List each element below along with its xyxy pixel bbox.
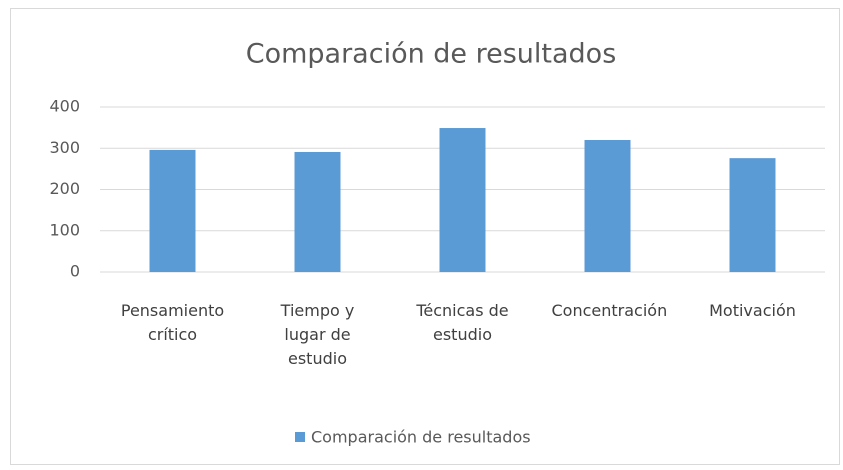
- legend-label: Comparación de resultados: [311, 428, 531, 447]
- y-tick-label: 400: [49, 97, 80, 116]
- bar: [584, 140, 631, 272]
- bar: [729, 158, 776, 272]
- chart-border: [10, 8, 840, 465]
- x-tick-label: Técnicas de estudio: [416, 301, 509, 344]
- y-tick-label: 300: [49, 138, 80, 157]
- bar: [294, 151, 341, 272]
- bar: [149, 149, 196, 272]
- bar: [439, 128, 486, 272]
- x-tick-label: Pensamiento crítico: [120, 301, 225, 344]
- x-tick-label: Motivación: [709, 301, 796, 320]
- legend-swatch: [295, 432, 305, 442]
- y-tick-label: 200: [49, 179, 80, 198]
- y-tick-label: 0: [70, 262, 80, 281]
- x-tick-label: Tiempo y lugar de estudio: [280, 301, 355, 368]
- x-tick-label: Concentración: [551, 301, 668, 320]
- chart-title: Comparación de resultados: [246, 39, 617, 70]
- y-tick-label: 100: [49, 220, 80, 239]
